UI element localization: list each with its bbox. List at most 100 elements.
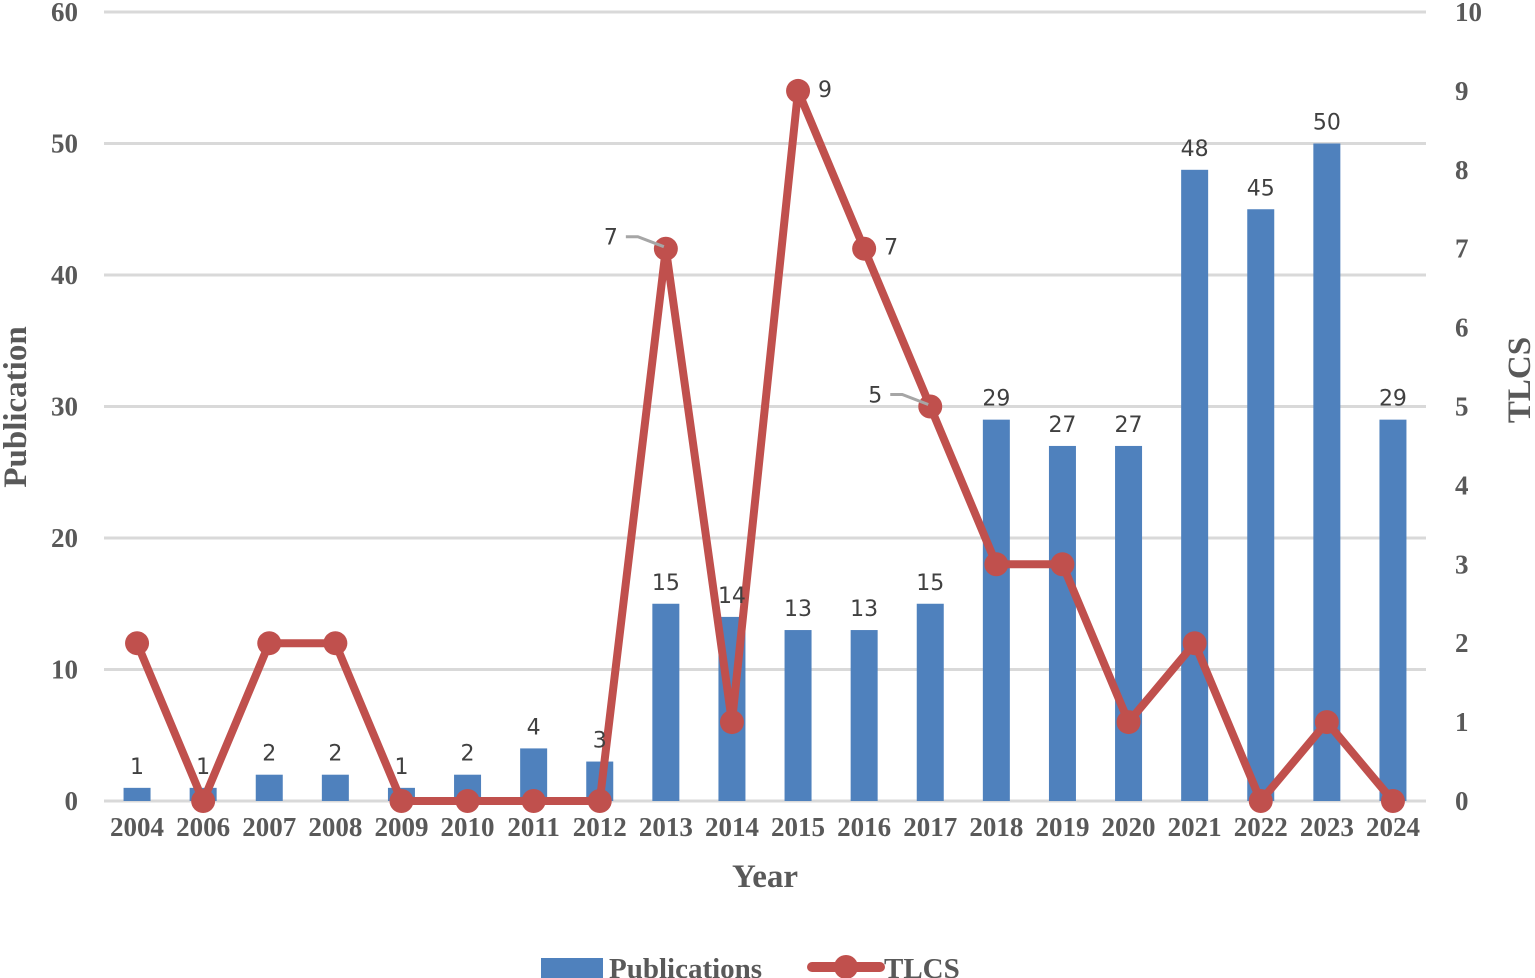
y2-tick-label: 8 xyxy=(1455,155,1469,185)
y2-tick-label: 1 xyxy=(1455,707,1469,737)
x-tick-label: 2007 xyxy=(242,812,296,842)
x-tick-label: 2012 xyxy=(573,812,627,842)
y-tick-label: 40 xyxy=(51,260,78,290)
legend-publications: Publications xyxy=(609,953,762,978)
tlcs-marker xyxy=(653,236,678,261)
x-axis-title: Year xyxy=(732,859,798,895)
tlcs-marker xyxy=(191,789,216,813)
y-axis-title: Publication xyxy=(0,326,34,487)
line-value-label: 9 xyxy=(818,78,832,103)
bar-value-label: 2 xyxy=(461,742,475,767)
y2-tick-label: 0 xyxy=(1455,786,1469,816)
x-tick-label: 2021 xyxy=(1168,812,1222,842)
tlcs-marker xyxy=(852,236,877,261)
bar-value-label: 50 xyxy=(1313,111,1341,136)
tlcs-marker xyxy=(1050,552,1075,577)
y2-tick-label: 7 xyxy=(1455,234,1469,264)
bar xyxy=(784,630,812,801)
bar xyxy=(255,774,283,801)
tlcs-marker xyxy=(786,78,811,103)
left-axis-ticks: 0 10 20 30 40 50 60 xyxy=(51,0,78,816)
bar xyxy=(1313,143,1341,801)
x-tick-label: 2006 xyxy=(176,812,230,842)
bar xyxy=(1048,445,1076,801)
bar-value-label: 14 xyxy=(718,584,746,609)
bar xyxy=(123,787,151,801)
bar-value-label: 1 xyxy=(130,755,144,780)
y2-tick-label: 5 xyxy=(1455,392,1469,422)
leader-line xyxy=(625,235,665,249)
bar-value-label: 4 xyxy=(527,715,541,740)
leader-line xyxy=(890,393,929,406)
y2-tick-label: 4 xyxy=(1455,470,1469,500)
x-tick-label: 2020 xyxy=(1102,812,1156,842)
y2-tick-label: 2 xyxy=(1455,628,1469,658)
tlcs-marker xyxy=(389,789,414,813)
bar xyxy=(1115,445,1143,801)
line-value-label: 5 xyxy=(868,384,882,409)
tlcs-marker xyxy=(587,789,612,813)
bar-value-label: 45 xyxy=(1247,176,1275,201)
x-axis-ticks: 2004 2006 2007 2008 2009 2010 2011 2012 2013 2014… xyxy=(110,812,1420,842)
x-tick-label: 2014 xyxy=(705,812,759,842)
tlcs-marker xyxy=(719,710,744,735)
bar-value-label: 48 xyxy=(1181,137,1209,162)
legend: Publications TLCS xyxy=(541,953,960,978)
bar-value-label: 13 xyxy=(850,597,878,622)
x-tick-label: 2018 xyxy=(969,812,1023,842)
tlcs-marker xyxy=(323,631,348,656)
y-tick-label: 20 xyxy=(51,523,78,553)
line-value-label: 7 xyxy=(604,226,618,251)
bar-value-label: 15 xyxy=(916,571,944,596)
x-tick-label: 2011 xyxy=(507,812,560,842)
x-tick-label: 2023 xyxy=(1300,812,1354,842)
bar xyxy=(652,603,680,801)
bar xyxy=(916,603,944,801)
x-tick-label: 2024 xyxy=(1366,812,1420,842)
x-tick-label: 2010 xyxy=(441,812,495,842)
y2-tick-label: 6 xyxy=(1455,313,1469,343)
tlcs-marker xyxy=(1182,631,1207,656)
tlcs-marker xyxy=(521,789,546,813)
tlcs-marker xyxy=(455,789,480,813)
x-tick-label: 2017 xyxy=(903,812,957,842)
y-tick-label: 30 xyxy=(51,392,78,422)
y2-axis-title: TLCS xyxy=(1502,337,1535,423)
tlcs-marker xyxy=(1116,710,1141,735)
tlcs-marker xyxy=(125,631,150,656)
x-tick-label: 2004 xyxy=(110,812,164,842)
x-tick-label: 2019 xyxy=(1035,812,1089,842)
bar xyxy=(850,630,878,801)
x-tick-label: 2016 xyxy=(837,812,891,842)
gridlines xyxy=(104,10,1426,803)
y-tick-label: 0 xyxy=(65,786,79,816)
bar xyxy=(1247,209,1275,801)
bar-value-label: 3 xyxy=(593,729,607,754)
bar-value-label: 13 xyxy=(784,597,812,622)
bar-value-label: 2 xyxy=(328,742,342,767)
publications-bars xyxy=(123,143,1407,802)
legend-marker-icon xyxy=(834,955,858,978)
y2-tick-label: 9 xyxy=(1455,76,1469,106)
bar xyxy=(321,774,349,801)
tlcs-polyline xyxy=(133,86,1397,805)
x-tick-label: 2015 xyxy=(771,812,825,842)
y-tick-label: 10 xyxy=(51,655,78,685)
y2-tick-label: 3 xyxy=(1455,549,1469,579)
legend-tlcs: TLCS xyxy=(884,953,960,978)
x-tick-label: 2022 xyxy=(1234,812,1288,842)
tlcs-line xyxy=(125,78,1405,813)
y2-tick-label: 10 xyxy=(1455,0,1482,27)
bar xyxy=(1181,169,1209,802)
x-tick-label: 2009 xyxy=(374,812,428,842)
right-axis-ticks: 0 1 2 3 4 5 6 7 8 9 10 xyxy=(1455,0,1482,816)
bar-value-label: 2 xyxy=(262,742,276,767)
y-tick-label: 60 xyxy=(51,0,78,27)
bar-value-label: 15 xyxy=(652,571,680,596)
bar-value-label: 29 xyxy=(1379,387,1407,412)
tlcs-marker xyxy=(1248,789,1273,813)
x-tick-label: 2008 xyxy=(308,812,362,842)
y-tick-label: 50 xyxy=(51,129,78,159)
tlcs-marker xyxy=(1380,789,1405,813)
